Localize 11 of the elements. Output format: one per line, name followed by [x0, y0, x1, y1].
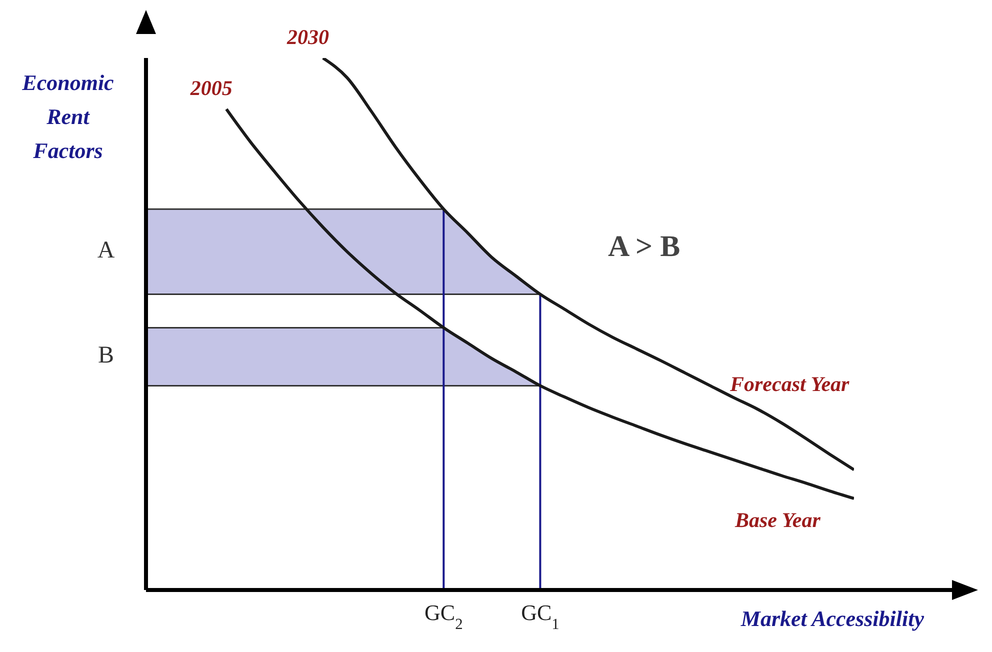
annotation: Base Year: [735, 508, 820, 533]
series-label: 2030: [286, 25, 330, 49]
annotation: A > B: [608, 230, 680, 264]
series-label: 2005: [189, 76, 232, 100]
band-label: B: [98, 342, 114, 368]
x-tick-label: GC$_{2}$: [424, 600, 463, 632]
band-label: A: [97, 237, 116, 264]
x-tick-label: GC$_{1}$: [521, 600, 560, 632]
x-axis-title: Market Accessibility: [740, 606, 924, 632]
y-axis-title: Economic Rent Factors: [21, 69, 115, 165]
annotation: Forecast Year: [730, 372, 850, 397]
